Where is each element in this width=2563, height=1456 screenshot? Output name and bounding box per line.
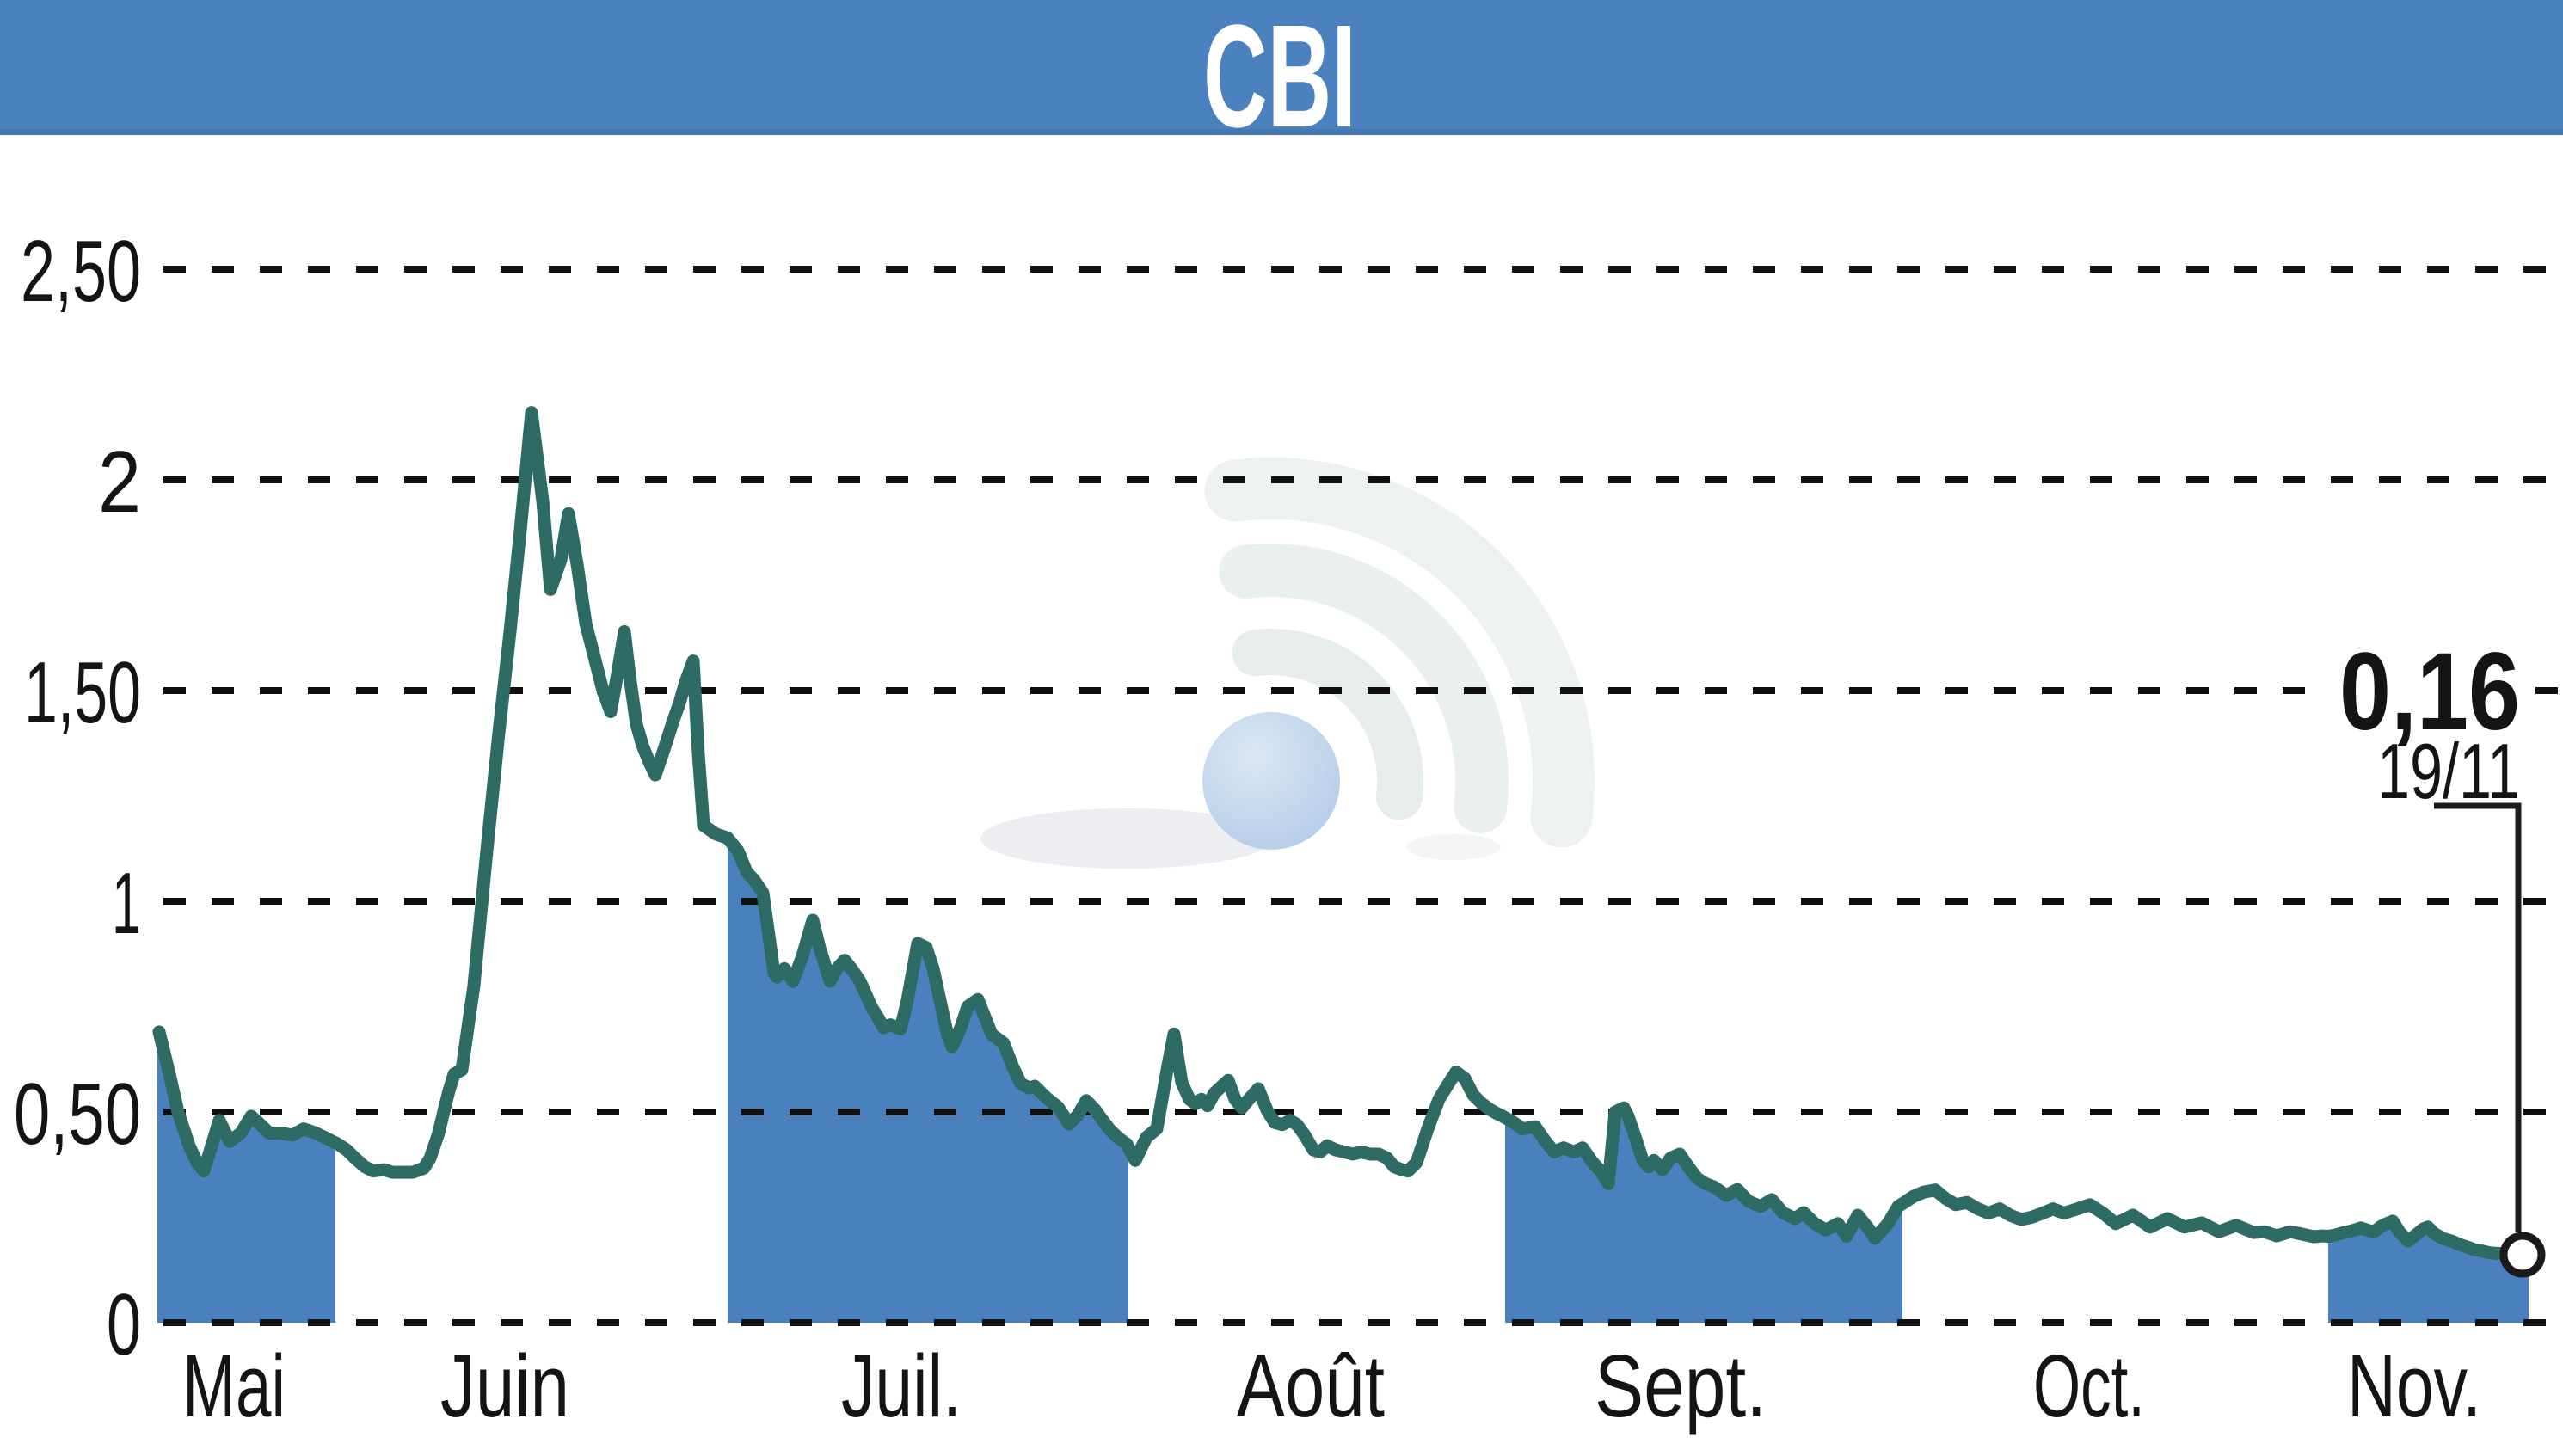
- watermark-arc: [1204, 458, 1595, 848]
- y-tick-label-0: 0: [107, 1277, 141, 1373]
- shaded-month-areas: [157, 838, 2529, 1323]
- y-axis-labels: 2,50 2 1,50 1 0,50 0: [14, 224, 141, 1373]
- shaded-month-mai: [157, 1031, 335, 1323]
- title-bar-bottom-edge: [0, 129, 2563, 135]
- last-price-label: 0,16: [2339, 630, 2520, 753]
- x-month-label-sept: Sept.: [1595, 1336, 1767, 1435]
- x-month-label-juin: Juin: [440, 1336, 569, 1435]
- watermark-shadow: [980, 808, 1273, 869]
- shaded-month-juil: [728, 838, 1128, 1323]
- last-price-marker: [2499, 1232, 2546, 1278]
- watermark-shadow: [1406, 834, 1501, 860]
- x-month-label-août: Août: [1237, 1336, 1385, 1435]
- watermark-ball: [1202, 712, 1340, 850]
- x-month-label-juil: Juil.: [841, 1336, 962, 1435]
- last-price-callout: 0,16 19/11: [2339, 630, 2546, 1278]
- shaded-month-nov: [2328, 1220, 2529, 1323]
- watermark-arc: [1232, 629, 1423, 820]
- gridlines: [163, 266, 2563, 1326]
- watermark-arc: [1219, 544, 1509, 833]
- x-month-label-oct: Oct.: [2033, 1336, 2145, 1435]
- x-month-label-mai: Mai: [182, 1336, 286, 1435]
- price-line: [152, 406, 2532, 1262]
- title-bar: CBI: [0, 0, 2563, 158]
- y-tick-label-1: 1: [112, 856, 141, 952]
- callout-line: [2434, 802, 2522, 1232]
- title-bar-background: [0, 0, 2563, 129]
- y-tick-label-2: 2: [98, 434, 141, 531]
- last-date-label: 19/11: [2377, 728, 2520, 815]
- x-month-label-nov: Nov.: [2347, 1336, 2481, 1435]
- x-axis-labels: Mai Juin Juil. Août Sept. Oct. Nov.: [182, 1336, 2481, 1435]
- y-tick-label-2,50: 2,50: [21, 224, 141, 320]
- page-title: CBI: [1203, 0, 1356, 158]
- shaded-month-sept: [1505, 1108, 1902, 1323]
- y-tick-label-1,50: 1,50: [24, 645, 141, 741]
- wifi-logo-watermark: [980, 458, 1595, 869]
- y-tick-label-0,50: 0,50: [14, 1066, 141, 1163]
